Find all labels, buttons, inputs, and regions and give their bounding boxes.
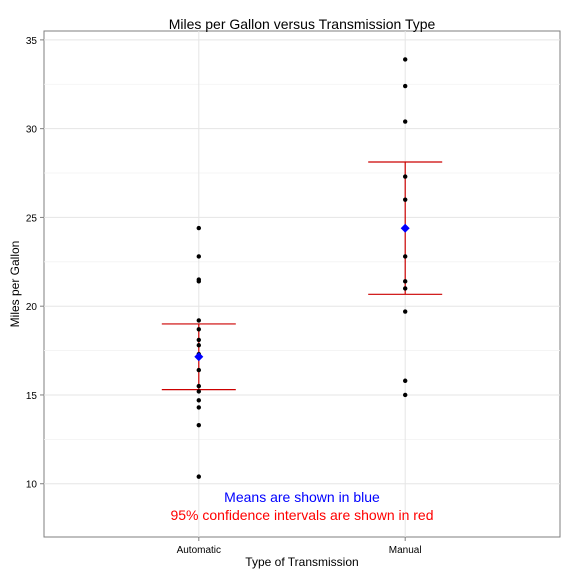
data-point [197, 384, 201, 388]
data-point [403, 84, 407, 88]
y-tick-label: 35 [26, 36, 38, 47]
data-point [403, 393, 407, 397]
data-point [197, 405, 201, 409]
data-point [197, 277, 201, 281]
data-point [197, 254, 201, 258]
data-point [403, 286, 407, 290]
y-tick-label: 25 [26, 213, 38, 224]
data-point [197, 474, 201, 478]
plot-panel [44, 31, 560, 537]
chart-title: Miles per Gallon versus Transmission Typ… [169, 16, 436, 32]
data-point [403, 119, 407, 123]
data-point [197, 226, 201, 230]
x-axis-label: Type of Transmission [245, 555, 358, 569]
y-tick-label: 15 [26, 391, 38, 402]
data-point [197, 327, 201, 331]
x-tick-label: Automatic [177, 545, 221, 556]
annotation-confidence-intervals: 95% confidence intervals are shown in re… [170, 507, 433, 523]
data-point [197, 318, 201, 322]
data-point [403, 309, 407, 313]
data-point [403, 197, 407, 201]
data-point [197, 398, 201, 402]
y-tick-label: 10 [26, 480, 38, 491]
data-point [403, 379, 407, 383]
y-tick-label: 30 [26, 125, 38, 136]
x-tick-label: Manual [389, 545, 422, 556]
data-point [197, 338, 201, 342]
data-point [403, 57, 407, 61]
data-point [403, 254, 407, 258]
data-point [403, 279, 407, 283]
data-point [197, 343, 201, 347]
data-point [197, 423, 201, 427]
data-point [197, 368, 201, 372]
y-tick-label: 20 [26, 302, 38, 313]
data-point [197, 389, 201, 393]
annotation-means: Means are shown in blue [224, 489, 380, 505]
data-point [403, 174, 407, 178]
y-axis-label: Miles per Gallon [8, 241, 22, 328]
